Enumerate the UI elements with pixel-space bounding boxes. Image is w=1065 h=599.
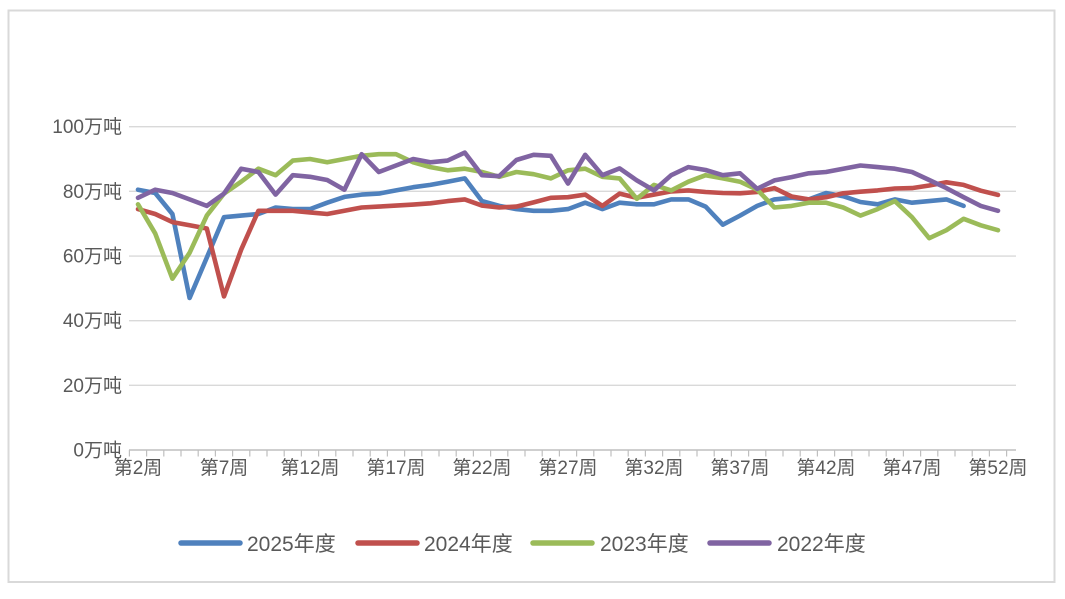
y-axis-label: 20万吨 bbox=[63, 375, 122, 397]
legend-label-2023: 2023年度 bbox=[600, 533, 689, 556]
x-axis-label: 第52周 bbox=[968, 457, 1027, 479]
series-line-2023年度 bbox=[135, 151, 1001, 282]
x-axis-labels: 第2周 第7周 第12周 第17周 第22周 第27周 第32周 第37周 第42周 第47周 第5… bbox=[114, 457, 1028, 479]
x-axis bbox=[128, 449, 1016, 457]
y-axis-label: 60万吨 bbox=[63, 246, 122, 268]
legend-label-2025: 2025年度 bbox=[247, 533, 336, 556]
x-axis-label: 第42周 bbox=[796, 457, 855, 479]
legend-label-2024: 2024年度 bbox=[424, 533, 513, 556]
legend: 2025年度 2024年度 2023年度 2022年度 bbox=[178, 533, 866, 556]
legend-label-2022: 2022年度 bbox=[777, 533, 866, 556]
series-lines bbox=[135, 150, 1001, 301]
x-axis-label: 第17周 bbox=[366, 457, 425, 479]
y-axis-label: 100万吨 bbox=[52, 116, 122, 138]
x-axis-label: 第7周 bbox=[200, 457, 249, 479]
chart-frame bbox=[7, 9, 1056, 583]
x-axis-label: 第27周 bbox=[538, 457, 597, 479]
series-line-2022年度 bbox=[135, 150, 1001, 214]
x-axis-label: 第37周 bbox=[710, 457, 769, 479]
y-axis-label: 80万吨 bbox=[63, 181, 122, 203]
series-line-2025年度 bbox=[135, 176, 966, 301]
y-axis-label: 0万吨 bbox=[73, 440, 122, 462]
y-axis-label: 40万吨 bbox=[63, 310, 122, 332]
x-axis-label: 第2周 bbox=[114, 457, 163, 479]
x-axis-label: 第12周 bbox=[280, 457, 339, 479]
x-axis-label: 第32周 bbox=[624, 457, 683, 479]
x-axis-label: 第47周 bbox=[882, 457, 941, 479]
x-axis-label: 第22周 bbox=[452, 457, 511, 479]
series-line-2024年度 bbox=[135, 180, 1001, 299]
y-axis-labels: 0万吨 20万吨 40万吨 60万吨 80万吨 100万吨 bbox=[52, 116, 122, 461]
